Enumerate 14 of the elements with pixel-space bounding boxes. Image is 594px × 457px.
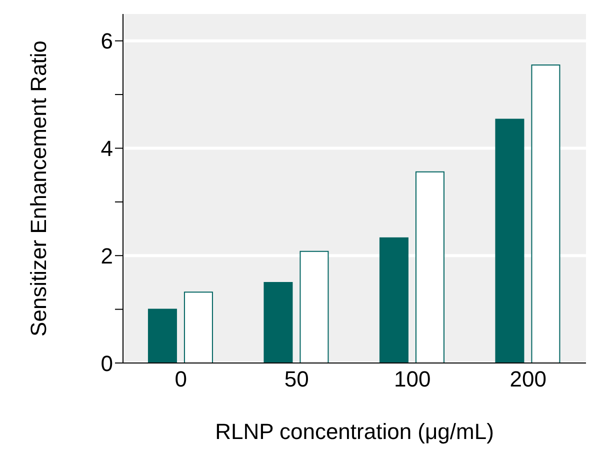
- bar: [264, 282, 293, 363]
- bar: [495, 118, 524, 363]
- bar: [379, 237, 408, 363]
- y-tick-label: 4: [100, 136, 113, 162]
- x-tick-label: 100: [394, 366, 431, 392]
- y-tick-label: 6: [100, 28, 113, 54]
- y-axis-title: Sensitizer Enhancement Ratio: [26, 40, 51, 336]
- x-tick-label: 50: [284, 366, 309, 392]
- x-tick-label: 200: [510, 366, 546, 392]
- y-tick-label: 2: [100, 243, 113, 268]
- y-tick-label: 0: [100, 350, 113, 376]
- x-axis-title: RLNP concentration (μg/mL): [215, 419, 494, 444]
- bar: [148, 308, 177, 363]
- x-tick-label: 0: [174, 366, 187, 392]
